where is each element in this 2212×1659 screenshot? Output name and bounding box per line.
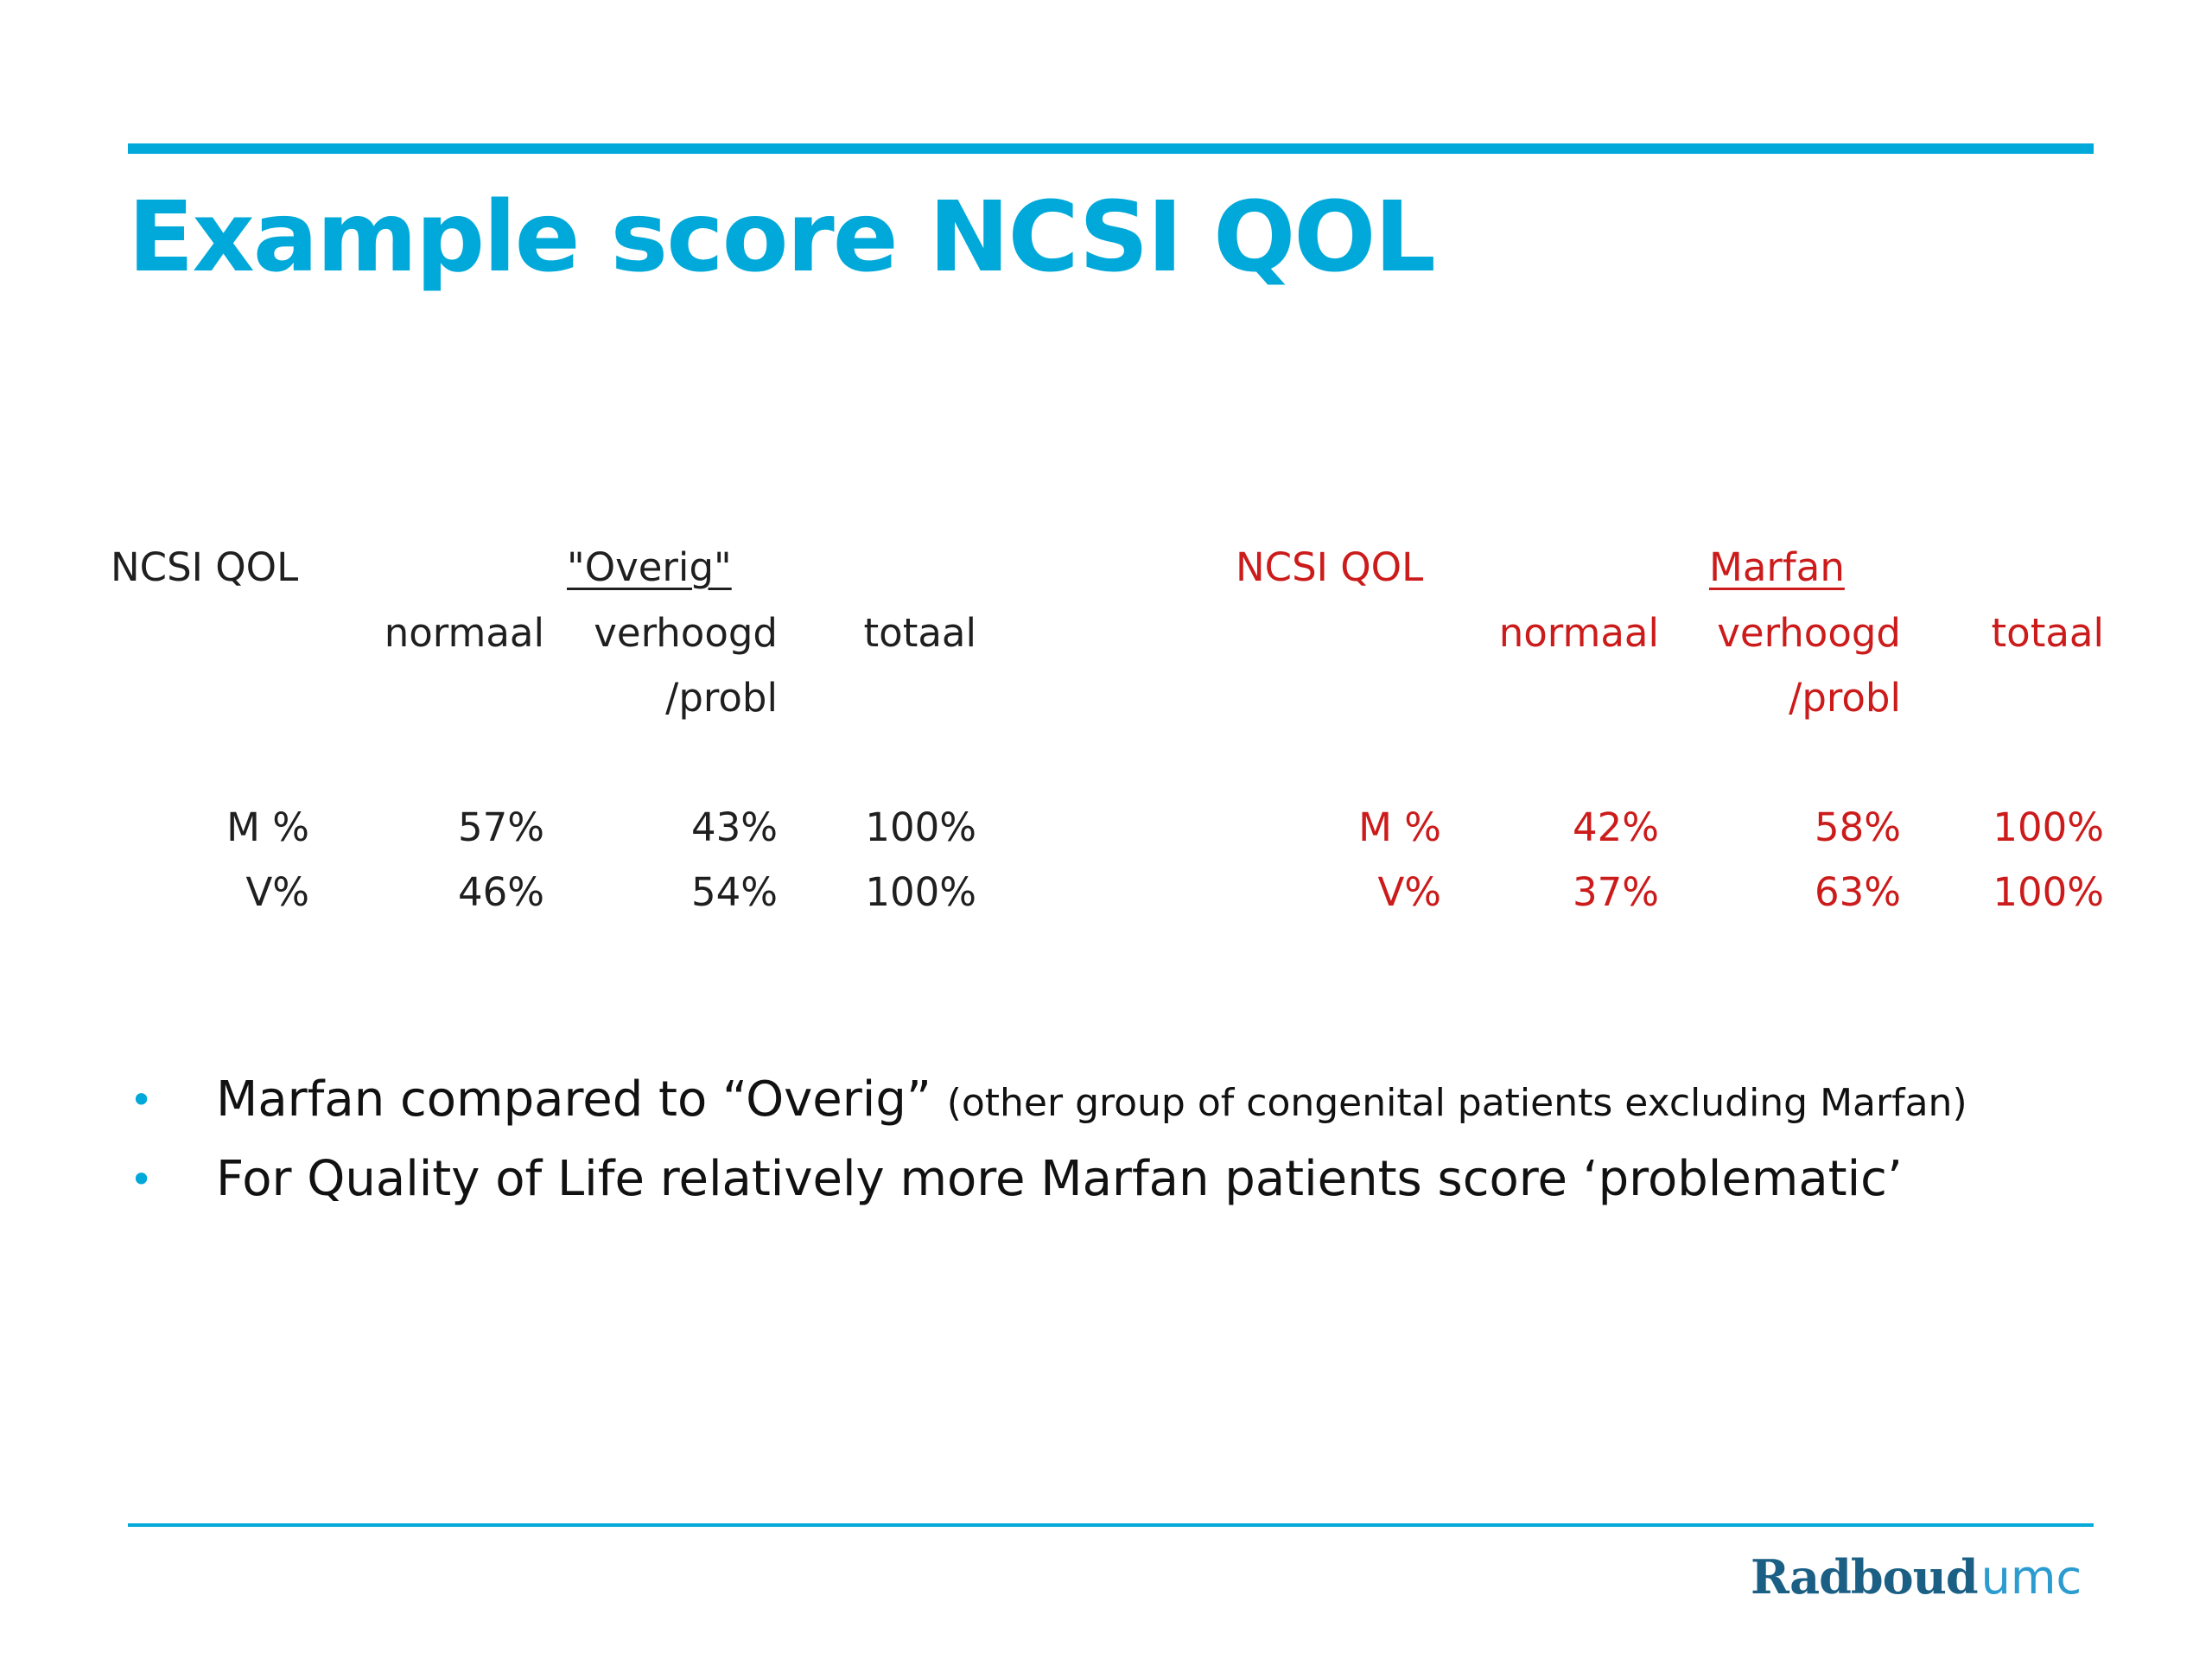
logo-text-secondary: umc — [1980, 1550, 2082, 1605]
logo-text-primary: Radboud — [1751, 1549, 1979, 1605]
left-table-label: NCSI QOL — [111, 544, 299, 590]
right-col-verhoogd: verhoogd — [1717, 610, 1901, 656]
cell-verhoogd: 43% — [690, 804, 778, 850]
bullet-dot-icon: • — [130, 1077, 154, 1123]
cell-totaal: 100% — [865, 804, 976, 850]
row-label: M % — [226, 804, 309, 850]
row-label: M % — [1358, 804, 1441, 850]
left-col-normaal: normaal — [384, 610, 544, 656]
cell-verhoogd: 54% — [690, 869, 778, 915]
left-col-totaal: totaal — [863, 610, 976, 656]
cell-totaal: 100% — [1993, 804, 2104, 850]
cell-verhoogd: 63% — [1814, 869, 1901, 915]
row-label: V% — [245, 869, 309, 915]
cell-normaal: 57% — [457, 804, 544, 850]
bullet-dot-icon: • — [130, 1156, 154, 1203]
left-table-group: "Overig" — [567, 544, 732, 590]
right-col-verhoogd-2: /probl — [1789, 675, 1901, 721]
bullet-main-text: Marfan compared to “Overig” — [216, 1071, 931, 1128]
cell-totaal: 100% — [865, 869, 976, 915]
row-label: V% — [1377, 869, 1441, 915]
bottom-divider — [128, 1523, 2094, 1527]
right-col-normaal: normaal — [1498, 610, 1659, 656]
cell-normaal: 46% — [457, 869, 544, 915]
page-title: Example score NCSI QOL — [128, 181, 1436, 294]
cell-verhoogd: 58% — [1814, 804, 1901, 850]
cell-normaal: 42% — [1572, 804, 1659, 850]
cell-normaal: 37% — [1572, 869, 1659, 915]
left-col-verhoogd: verhoogd — [594, 610, 778, 656]
right-col-totaal: totaal — [1991, 610, 2104, 656]
radboudumc-logo: Radboudumc — [1751, 1547, 2082, 1608]
bullet-main-text: For Quality of Life relatively more Marf… — [216, 1151, 1903, 1207]
cell-totaal: 100% — [1993, 869, 2104, 915]
top-divider — [128, 143, 2094, 154]
left-col-verhoogd-2: /probl — [665, 675, 778, 721]
bullet-note: (other group of congenital patients excl… — [946, 1081, 1967, 1125]
right-table-group: Marfan — [1709, 544, 1845, 590]
right-table-label: NCSI QOL — [1236, 544, 1424, 590]
